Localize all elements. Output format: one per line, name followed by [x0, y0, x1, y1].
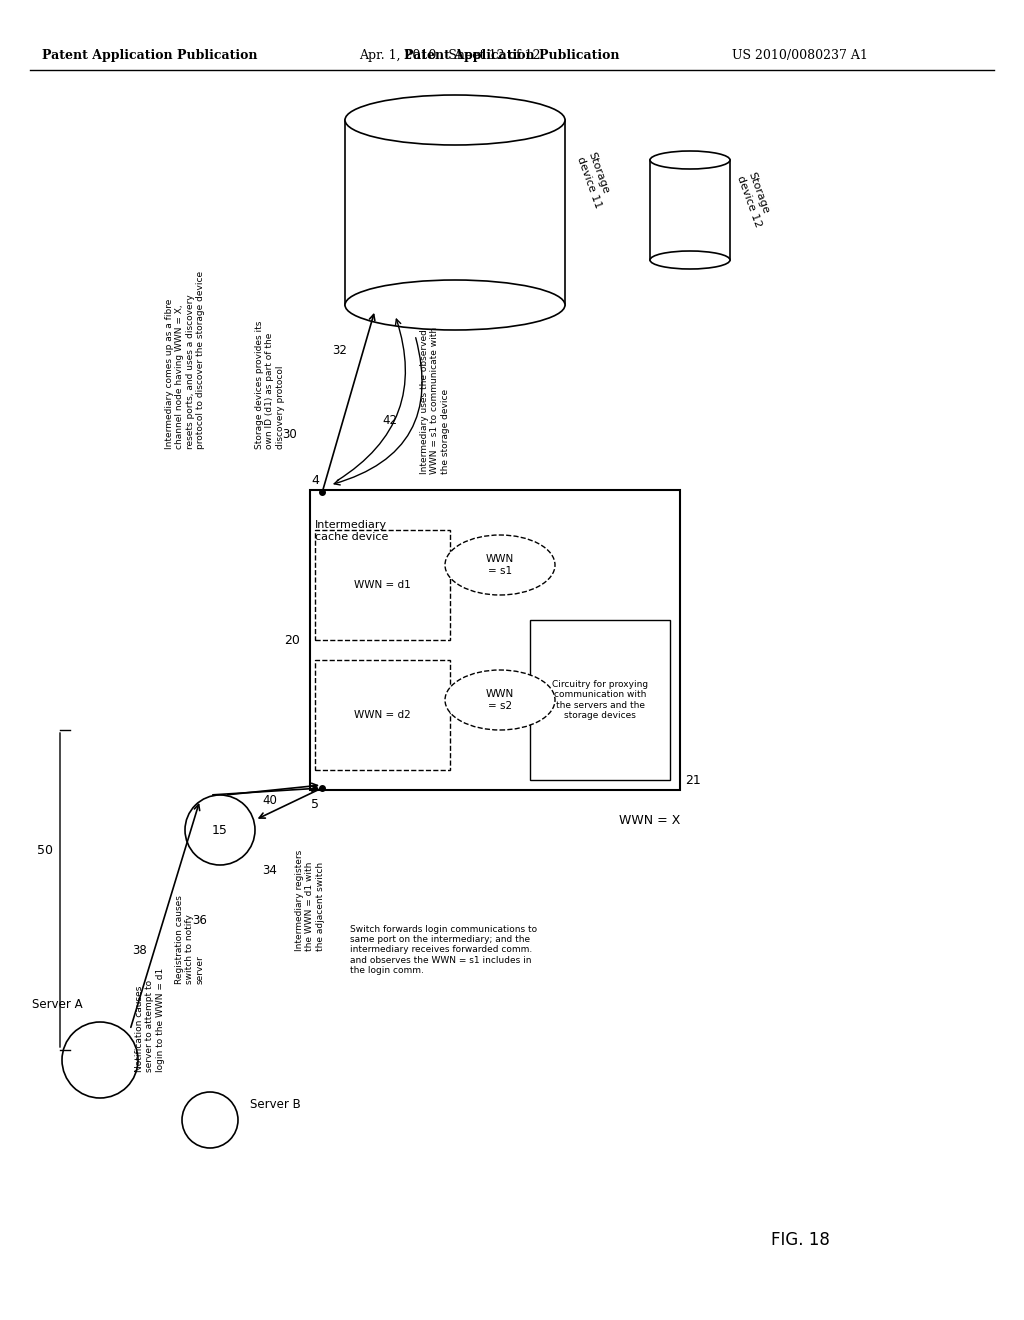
Text: 40: 40	[262, 793, 278, 807]
Text: Storage devices provides its
own ID (d1) as part of the
discovery protocol: Storage devices provides its own ID (d1)…	[255, 321, 285, 449]
Text: 20: 20	[284, 634, 300, 647]
Text: Intermediary registers
the WWN = d1 with
the adjacent switch: Intermediary registers the WWN = d1 with…	[295, 849, 325, 950]
Text: 42: 42	[383, 413, 397, 426]
Text: WWN = X: WWN = X	[620, 813, 681, 826]
Ellipse shape	[345, 280, 565, 330]
Bar	[650, 160, 730, 260]
Text: US 2010/0080237 A1: US 2010/0080237 A1	[732, 49, 868, 62]
Text: Switch forwards login communications to
same port on the intermediary; and the
i: Switch forwards login communications to …	[350, 925, 538, 975]
Text: 15: 15	[212, 824, 228, 837]
Text: FIG. 18: FIG. 18	[771, 1232, 829, 1249]
Text: Server A: Server A	[32, 998, 82, 1011]
Text: Registration causes
switch to notify
server: Registration causes switch to notify ser…	[175, 895, 205, 985]
Text: WWN = d2: WWN = d2	[354, 710, 411, 719]
Text: 4: 4	[311, 474, 318, 487]
Text: 38: 38	[133, 944, 147, 957]
Text: 5: 5	[311, 799, 319, 812]
Ellipse shape	[650, 150, 730, 169]
Text: Patent Application Publication: Patent Application Publication	[404, 49, 620, 62]
Text: 21: 21	[685, 774, 700, 787]
Ellipse shape	[445, 535, 555, 595]
Text: 30: 30	[283, 429, 297, 441]
Text: Patent Application Publication: Patent Application Publication	[42, 49, 258, 62]
Bar	[530, 620, 670, 780]
Ellipse shape	[182, 1092, 238, 1148]
Text: 50: 50	[37, 843, 53, 857]
Text: Server B: Server B	[250, 1098, 301, 1111]
Text: 36: 36	[193, 913, 208, 927]
Ellipse shape	[185, 795, 255, 865]
Text: Apr. 1, 2010   Sheet 12 of 12: Apr. 1, 2010 Sheet 12 of 12	[359, 49, 541, 62]
Text: Intermediary comes up as a fibre
channel node having WWN = X,
resets ports, and : Intermediary comes up as a fibre channel…	[165, 271, 205, 449]
Text: WWN
= s1: WWN = s1	[485, 554, 514, 576]
Text: Notification causes
server to attempt to
login to the WWN = d1: Notification causes server to attempt to…	[135, 968, 165, 1072]
Bar	[310, 490, 680, 789]
Text: WWN = d1: WWN = d1	[354, 579, 411, 590]
Text: Intermediary
cache device: Intermediary cache device	[315, 520, 388, 541]
Text: Circuitry for proxying
communication with
the servers and the
storage devices: Circuitry for proxying communication wit…	[552, 680, 648, 721]
Ellipse shape	[445, 671, 555, 730]
Bar	[345, 120, 565, 305]
Bar	[315, 660, 450, 770]
Bar	[315, 531, 450, 640]
Text: Storage
device 11: Storage device 11	[575, 150, 613, 209]
Ellipse shape	[345, 95, 565, 145]
Ellipse shape	[62, 1022, 138, 1098]
Text: Storage
device 12: Storage device 12	[735, 170, 774, 230]
Text: Intermediary uses the observed
WWN = s1 to communicate with
the storage device: Intermediary uses the observed WWN = s1 …	[420, 326, 450, 474]
Text: 34: 34	[262, 863, 278, 876]
Text: 32: 32	[333, 343, 347, 356]
Ellipse shape	[650, 251, 730, 269]
Text: WWN
= s2: WWN = s2	[485, 689, 514, 710]
